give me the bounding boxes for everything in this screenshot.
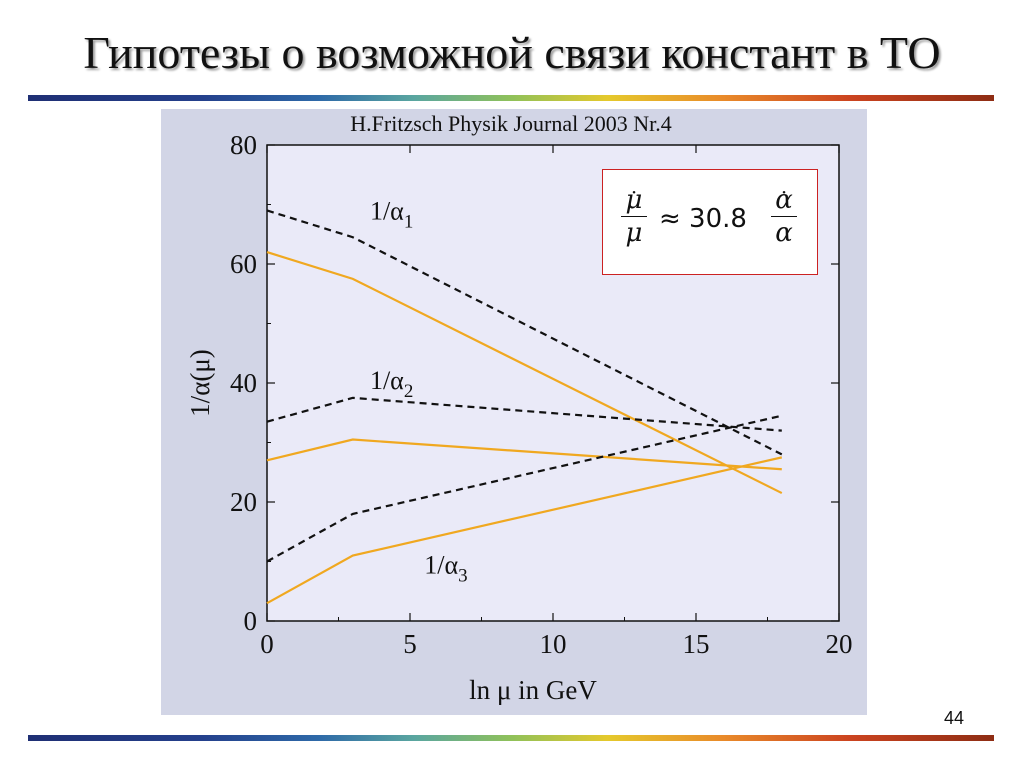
y-tick-label: 40 [230, 368, 257, 398]
time-derivative-dot: · [780, 180, 788, 204]
x-tick-label: 5 [403, 629, 417, 659]
series-label-alpha1: 1/α1 [370, 196, 413, 232]
series-line-1-α3-dashed [266, 414, 783, 563]
x-tick-label: 20 [826, 629, 853, 659]
series-line-1-α2-dashed [266, 396, 782, 432]
formula-box: · μ μ ≈ 30.8 · α α [602, 169, 818, 275]
series-line-1-α2-solid [266, 438, 782, 471]
source-citation: H.Fritzsch Physik Journal 2003 Nr.4 [350, 111, 672, 136]
formula-rhs-fraction: · α α [771, 180, 797, 249]
y-tick-label: 80 [230, 130, 257, 160]
series-line-1-α3-solid [266, 456, 783, 605]
y-tick-label: 0 [244, 606, 258, 636]
x-axis-label: ln μ in GeV [469, 675, 597, 705]
formula-lhs-fraction: · μ μ [621, 180, 647, 249]
chart-figure: 0 5 10 15 20 0 20 40 60 80 ln μ in GeV 1/α(μ) 1/α1 1/… [161, 109, 867, 715]
series-label-alpha2: 1/α2 [370, 366, 413, 402]
formula-relation: ≈ 30.8 [659, 204, 747, 234]
time-derivative-dot: · [630, 180, 638, 204]
formula-rhs-numerator: α [775, 185, 793, 215]
top-divider-stripe [28, 95, 994, 101]
formula-lhs-numerator: μ [625, 185, 643, 215]
x-tick-label: 15 [683, 629, 710, 659]
formula-rhs-denominator: α [775, 218, 793, 248]
y-tick-label: 60 [230, 249, 257, 279]
x-tick-label: 10 [540, 629, 567, 659]
y-tick-label: 20 [230, 487, 257, 517]
x-tick-label: 0 [260, 629, 274, 659]
page-number: 44 [944, 708, 965, 728]
series-line-1-α1-solid [266, 251, 783, 495]
formula-lhs-denominator: μ [625, 218, 643, 248]
series-line-1-α1-dashed [266, 209, 783, 456]
slide-title: Гипотезы о возможной связи констант в ТО [83, 27, 941, 78]
y-axis-label: 1/α(μ) [185, 349, 215, 417]
series-label-alpha3: 1/α3 [424, 550, 467, 586]
bottom-divider-stripe [28, 735, 994, 741]
